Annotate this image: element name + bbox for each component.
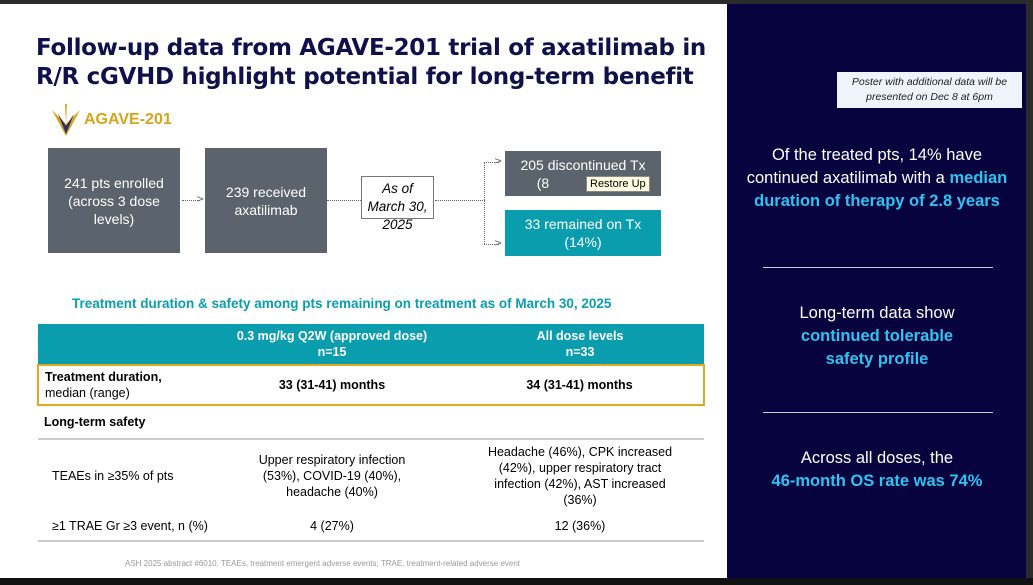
slide-title: Follow-up data from AGAVE-201 trial of a… (36, 34, 706, 92)
discontinued-pct: (8 (536, 174, 550, 191)
discontinued-label: 205 discontinued Tx (520, 156, 646, 173)
row-label: TEAEs in ≥35% of pts (52, 468, 174, 483)
table-row-duration: Treatment duration, median (range) 33 (31… (37, 364, 705, 406)
cell: 4 (27%) (208, 511, 456, 542)
summary-2: Long-term data show continued tolerable s… (742, 302, 1012, 371)
row-label: ≥1 TRAE Gr ≥3 event, n (%) (38, 511, 208, 542)
header-label: 0.3 mg/kg Q2W (approved dose) (236, 329, 428, 343)
summary-panel: Poster with additional data will be pres… (727, 4, 1026, 578)
header-all-doses: All dose levels n=33 (456, 324, 704, 365)
table-subheading: Treatment duration & safety among pts re… (72, 296, 612, 311)
title-line-2: R/R cGVHD highlight potential for long-t… (36, 64, 694, 90)
divider (763, 412, 993, 413)
connector (484, 162, 485, 244)
summary-text: Long-term data show (799, 304, 955, 322)
footnote: ASH 2025 abstract #6010. TEAEs, treatmen… (125, 559, 521, 568)
connector (435, 200, 485, 201)
cell: 33 (31-41) months (208, 364, 456, 406)
arrow-icon: > (494, 238, 503, 249)
cell: 12 (36%) (456, 511, 704, 542)
remained-pct: (14%) (564, 234, 602, 250)
table-row-trae: ≥1 TRAE Gr ≥3 event, n (%) 4 (27%) 12 (3… (38, 511, 704, 542)
summary-highlight: continued tolerable safety profile (800, 327, 954, 368)
summary-highlight: median duration of therapy of 2.8 years (754, 169, 1008, 210)
summary-highlight: 46-month OS rate was 74% (771, 472, 983, 490)
cell: 34 (31-41) months (456, 364, 705, 406)
remained-label: 33 remained on Tx (524, 216, 642, 232)
table-row-teaes: TEAEs in ≥35% of pts Upper respiratory i… (38, 439, 704, 511)
tooltip: Restore Up (586, 176, 650, 192)
connector (327, 200, 361, 201)
slide: Follow-up data from AGAVE-201 trial of a… (0, 4, 1026, 578)
connector (484, 162, 499, 163)
header-label: All dose levels (536, 329, 624, 343)
remained-box: 33 remained on Tx (14%) (505, 210, 661, 256)
received-box: 239 received axatilimab (205, 148, 327, 253)
arrow-icon: > (494, 156, 503, 167)
poster-note: Poster with additional data will be pres… (837, 72, 1022, 108)
divider (763, 267, 993, 268)
arrow-icon: > (196, 194, 205, 205)
connector (484, 244, 499, 245)
row-label: Treatment duration, median (range) (37, 364, 208, 406)
date-box: As of March 30, 2025 (361, 176, 434, 232)
summary-1: Of the treated pts, 14% have continued a… (742, 144, 1012, 213)
header-blank (38, 324, 208, 365)
summary-3: Across all doses, the 46-month OS rate wa… (742, 447, 1012, 493)
header-approved-dose: 0.3 mg/kg Q2W (approved dose) n=15 (208, 324, 456, 365)
logo-text: AGAVE-201 (84, 111, 172, 128)
connector (182, 200, 200, 201)
safety-table: 0.3 mg/kg Q2W (approved dose) n=15 All do… (37, 324, 705, 542)
summary-text: Of the treated pts, 14% have continued a… (746, 146, 983, 187)
window-bottom-bar (0, 578, 1033, 585)
table-row-section: Long-term safety (38, 405, 704, 440)
title-line-1: Follow-up data from AGAVE-201 trial of a… (36, 35, 706, 61)
cell: Upper respiratory infection (53%), COVID… (258, 452, 406, 499)
label-line: median (range) (45, 386, 130, 400)
agave-logo: AGAVE-201 (52, 104, 172, 136)
agave-logo-icon (52, 104, 80, 136)
enrolled-box: 241 pts enrolled (across 3 dose levels) (48, 148, 180, 253)
header-n: n=33 (565, 345, 595, 359)
header-n: n=15 (317, 345, 347, 359)
section-label: Long-term safety (38, 405, 704, 440)
label-line: Treatment duration, (45, 370, 162, 384)
summary-text: Across all doses, the (800, 449, 954, 467)
cell: Headache (46%), CPK increased (42%), upp… (487, 444, 673, 507)
